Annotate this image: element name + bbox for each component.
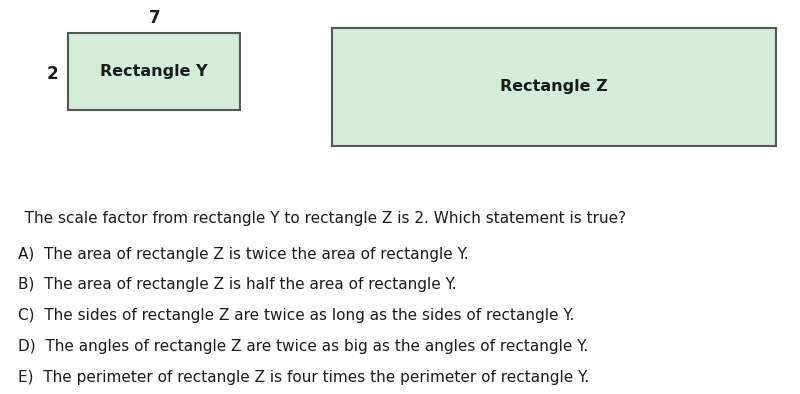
Bar (332, 28, 776, 146)
Bar (68, 33, 240, 110)
Text: Rectangle Y: Rectangle Y (100, 64, 208, 80)
Text: E)  The perimeter of rectangle Z is four times the perimeter of rectangle Y.: E) The perimeter of rectangle Z is four … (18, 370, 589, 385)
Text: Rectangle Z: Rectangle Z (500, 79, 608, 94)
Text: The scale factor from rectangle Y to rectangle Z is 2. Which statement is true?: The scale factor from rectangle Y to rec… (10, 211, 626, 226)
Text: A)  The area of rectangle Z is twice the area of rectangle Y.: A) The area of rectangle Z is twice the … (18, 247, 468, 262)
Text: D)  The angles of rectangle Z are twice as big as the angles of rectangle Y.: D) The angles of rectangle Z are twice a… (18, 339, 588, 354)
Text: 7: 7 (149, 9, 160, 27)
Text: C)  The sides of rectangle Z are twice as long as the sides of rectangle Y.: C) The sides of rectangle Z are twice as… (18, 308, 574, 323)
Text: B)  The area of rectangle Z is half the area of rectangle Y.: B) The area of rectangle Z is half the a… (18, 277, 456, 292)
Text: 2: 2 (47, 65, 58, 83)
